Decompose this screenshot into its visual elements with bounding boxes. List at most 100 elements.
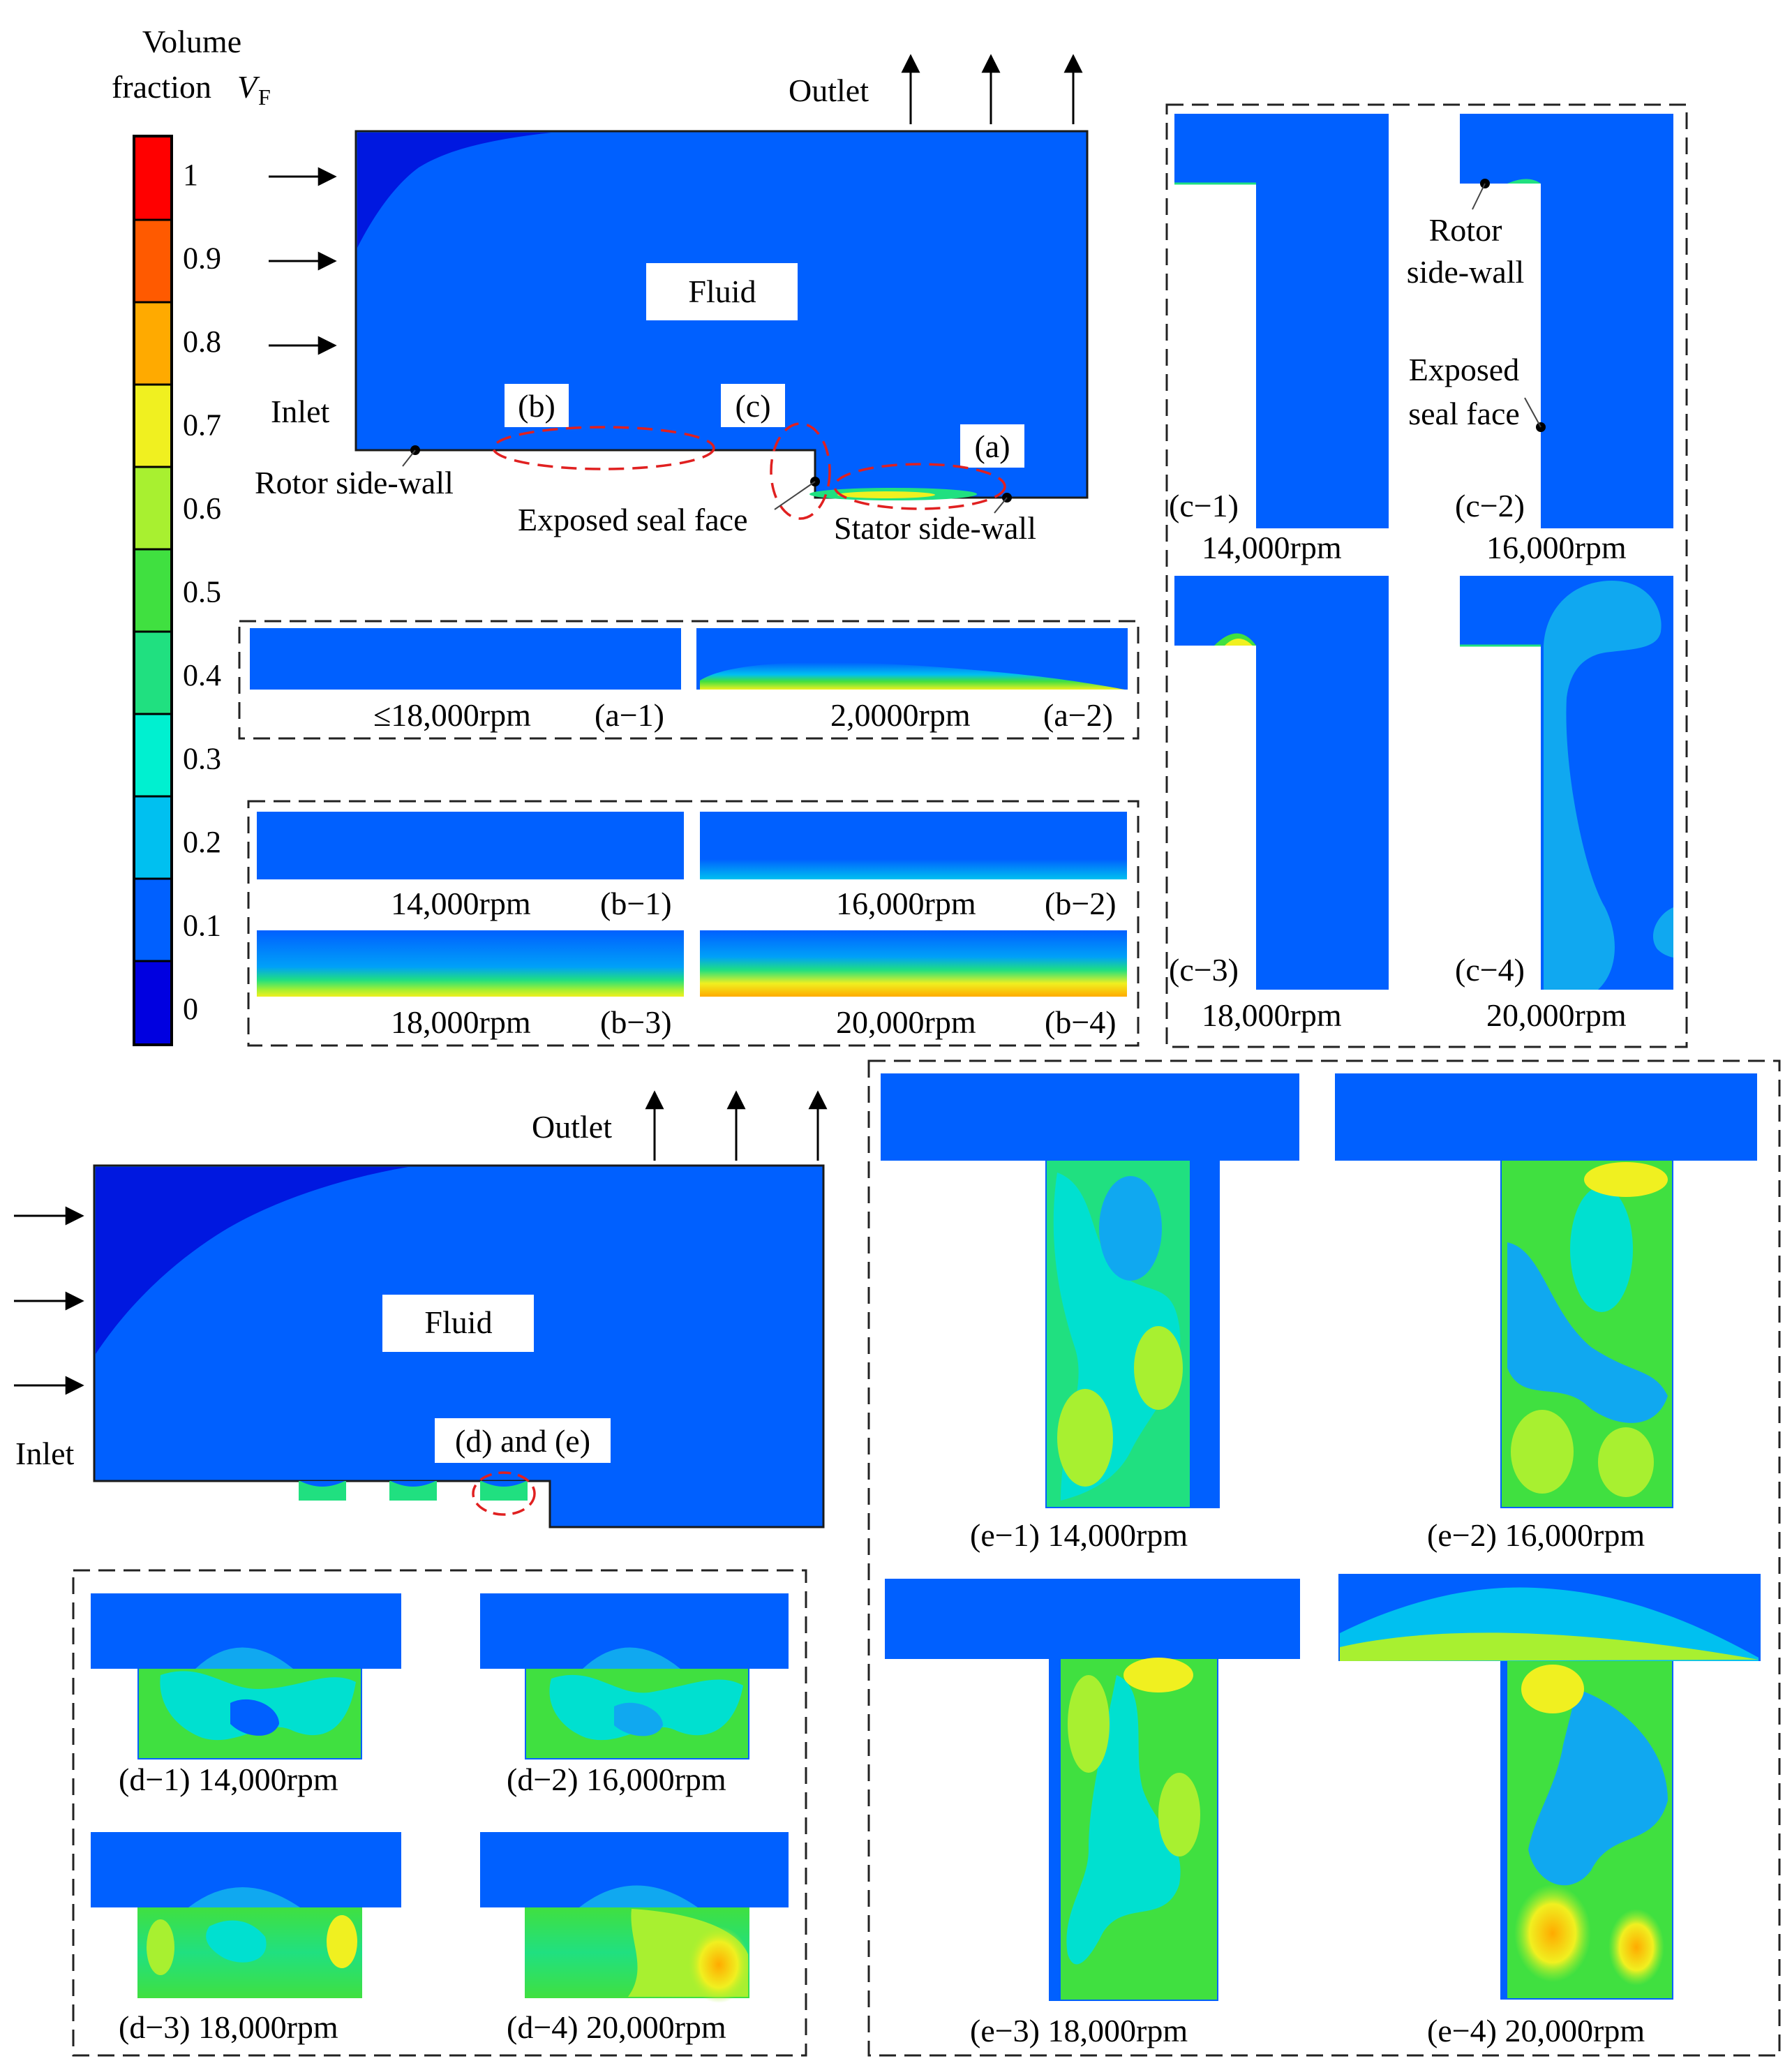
d1-caption: (d−1) 14,000rpm [119, 1762, 338, 1797]
bottom-groove-1-top [300, 1481, 345, 1487]
e3-caption: (e−3) 18,000rpm [970, 2013, 1188, 2048]
c-seal-line2: seal face [1408, 396, 1520, 431]
c1-id: (c−1) [1169, 488, 1239, 523]
colorbar-cell [135, 137, 170, 221]
colorbar-tick-label: 0.2 [183, 825, 221, 859]
c2-seal-leader [1524, 397, 1541, 428]
e4-hot-spot-2 [1608, 1909, 1664, 1986]
e4-blue-region [1528, 1689, 1668, 1886]
top-stator-label: Stator side-wall [834, 510, 1036, 546]
d1-blue-core [230, 1699, 279, 1736]
d1-bump [195, 1647, 293, 1669]
top-region-b-ellipse [492, 426, 715, 470]
e1-caption: (e−1) 14,000rpm [970, 1517, 1188, 1553]
colorbar-tick-label: 0.3 [183, 742, 221, 776]
colorbar-title-subscript: F [258, 84, 271, 110]
colorbar-tick-label: 0.8 [183, 325, 221, 359]
e2-yellow-top [1584, 1162, 1668, 1197]
bottom-groove-2-top [391, 1481, 435, 1487]
colorbar-cell [135, 549, 170, 632]
panel-e: (e−1) 14,000rpm (e−2) 16,000rpm (e−3) 18… [867, 1059, 1781, 2057]
b3-image [257, 930, 684, 997]
panel-c-frame [1165, 103, 1688, 1048]
c-rotor-line1: Rotor [1429, 212, 1502, 248]
b4-id: (b−4) [1045, 1004, 1117, 1040]
top-fluid-label: Fluid [688, 274, 756, 309]
colorbar-tick-label: 0.6 [183, 491, 221, 526]
e3-lime-spot-2 [1158, 1773, 1200, 1857]
c4-plume [1544, 581, 1662, 990]
e2-blue-band [1507, 1242, 1668, 1423]
bottom-mark-de-box [435, 1418, 611, 1463]
e1-top [881, 1073, 1299, 1161]
top-mark-a: (a) [974, 429, 1010, 464]
colorbar-cell [135, 961, 170, 1044]
e3-cyan-band [1066, 1675, 1181, 1965]
top-stator-spot-core [837, 491, 935, 498]
d2-blue-core [614, 1702, 663, 1736]
colorbar-cell [135, 879, 170, 962]
bottom-inlet-gas-region [96, 1167, 408, 1354]
e1-green-spot-2 [1134, 1326, 1183, 1410]
d3-lime-spot [147, 1919, 174, 1975]
panel-b: 14,000rpm (b−1) 16,000rpm (b−2) 18,000rp… [247, 800, 1140, 1047]
b3-id: (b−3) [600, 1004, 672, 1040]
colorbar-cell [135, 385, 170, 468]
colorbar-ticks: 1 0.9 0.8 0.7 0.6 0.5 0.4 0.3 0.2 0.1 0 [183, 158, 221, 1026]
b2-image [700, 812, 1127, 879]
colorbar-tick-label: 0.5 [183, 575, 221, 609]
top-rotor-label: Rotor side-wall [255, 465, 454, 500]
bottom-inlet-label: Inlet [15, 1436, 75, 1471]
a2-id: (a−2) [1043, 697, 1113, 733]
e2-top [1335, 1073, 1757, 1161]
colorbar-frame [133, 135, 173, 1046]
a1-image [250, 628, 681, 690]
d4-hot-spot [687, 1926, 750, 2003]
c-seal-line1: Exposed [1409, 352, 1519, 387]
c2-bubble [1507, 179, 1541, 184]
bottom-mark-de: (d) and (e) [455, 1423, 590, 1459]
e2-lime-spot [1511, 1410, 1574, 1494]
d3-cyan-region [206, 1920, 267, 1963]
e3-top [885, 1579, 1300, 1659]
colorbar-title-line1: Volume [142, 24, 241, 59]
colorbar-cell [135, 714, 170, 797]
e4-hot-spot-1 [1514, 1884, 1591, 1982]
b1-id: (b−1) [600, 886, 672, 921]
colorbar-cells [134, 137, 172, 1044]
d3-bump [188, 1887, 300, 1907]
e4-yellow-top [1521, 1665, 1584, 1713]
e2-cyan-spot [1570, 1186, 1633, 1312]
top-inlet-label: Inlet [271, 394, 330, 429]
b2-id: (b−2) [1045, 886, 1117, 921]
c3-id: (c−3) [1169, 952, 1239, 988]
colorbar-cell [135, 632, 170, 715]
stator-leader [994, 497, 1008, 514]
c1-image [1174, 114, 1389, 528]
c2-speed: 16,000rpm [1486, 530, 1627, 565]
d2-bump [583, 1647, 680, 1669]
b2-speed: 16,000rpm [836, 886, 976, 921]
colorbar: Volume fraction V F 1 0.9 0.8 0.7 0.6 0.5 0.4 0… [112, 24, 271, 1046]
b4-speed: 20,000rpm [836, 1004, 976, 1040]
top-mark-b: (b) [518, 388, 555, 424]
b4-image [700, 930, 1127, 997]
a1-id: (a−1) [595, 697, 664, 733]
c3-bubble-core [1225, 639, 1253, 646]
top-mark-c-box [721, 384, 785, 427]
colorbar-cell [135, 302, 170, 385]
colorbar-tick-label: 0.1 [183, 909, 221, 943]
bottom-fluid-label: Fluid [424, 1304, 492, 1340]
e3-yellow-top [1123, 1658, 1193, 1692]
top-mark-b-box [505, 384, 569, 427]
b1-image [257, 812, 684, 879]
d3-caption: (d−3) 18,000rpm [119, 2009, 338, 2045]
d2-caption: (d−2) 16,000rpm [507, 1762, 726, 1797]
c3-image [1174, 576, 1389, 990]
top-mark-a-box [960, 424, 1024, 468]
panel-b-frame [247, 800, 1140, 1047]
bottom-fluid-label-box [382, 1295, 534, 1352]
colorbar-tick-label: 0.4 [183, 658, 221, 692]
panel-a-frame [238, 620, 1140, 740]
